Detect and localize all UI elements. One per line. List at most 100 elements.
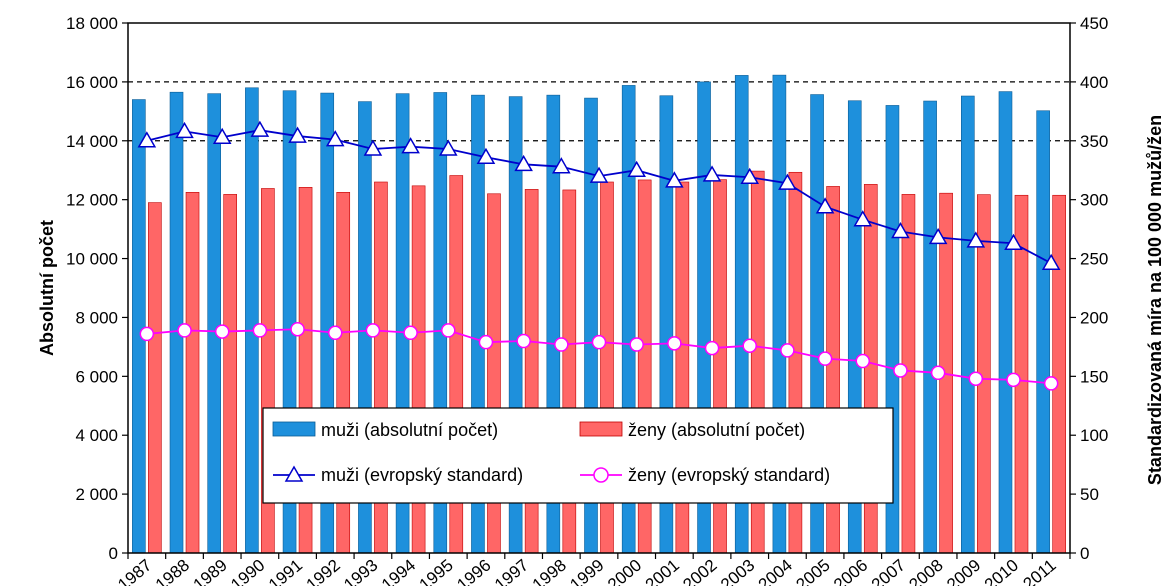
zeny-standard-point (177, 323, 192, 338)
muzi-standard-point (438, 139, 458, 156)
y2-tick-label: 100 (1080, 426, 1108, 445)
y2-tick-label: 200 (1080, 308, 1108, 327)
x-tick-label: 1989 (190, 556, 231, 586)
zeny-standard-point (704, 340, 720, 356)
y2-tick-label: 400 (1080, 73, 1108, 92)
y-axis-right: 0 50 100 150 200 250 300 350 400 450 (1070, 14, 1108, 563)
muzi-standard-point (552, 157, 571, 174)
zeny-standard-point (1043, 376, 1059, 391)
x-tick-label: 2005 (792, 556, 833, 586)
x-tick-label: 1998 (529, 556, 570, 586)
bar-muzi (169, 91, 184, 554)
muzi-standard-point (928, 227, 948, 245)
bar-zeny (223, 194, 237, 554)
x-tick-label: 1996 (453, 556, 494, 586)
x-tick-label: 1999 (566, 556, 607, 586)
y-tick-label: 8 000 (75, 308, 118, 327)
legend-label: muži (evropský standard) (321, 465, 523, 485)
x-tick-label: 2008 (906, 556, 947, 586)
zeny-standard-point (403, 325, 418, 341)
bar-zeny (148, 202, 162, 554)
bar-muzi (207, 93, 221, 554)
muzi-standard-point (966, 231, 986, 248)
y-tick-label: 6 000 (75, 367, 118, 386)
zeny-standard-point (930, 365, 946, 381)
x-tick-label: 2007 (868, 556, 909, 586)
muzi-standard-point (363, 139, 383, 156)
y-tick-label: 0 (109, 544, 118, 563)
zeny-standard-point (290, 321, 305, 337)
legend: muži (absolutní počet) ženy (absolutní po… (262, 407, 894, 504)
muzi-standard-point (325, 130, 345, 147)
x-tick-label: 2000 (604, 556, 645, 586)
x-tick-label: 1987 (114, 556, 155, 586)
zeny-standard-point (441, 323, 456, 338)
y2-tick-label: 450 (1080, 14, 1108, 33)
zeny-standard-point (252, 323, 268, 338)
x-tick-label: 2006 (830, 556, 871, 586)
bar-muzi (998, 91, 1013, 554)
x-tick-label: 1988 (152, 556, 193, 586)
muzi-standard-point (476, 147, 496, 165)
zeny-standard-point (139, 326, 155, 342)
legend-box (262, 407, 894, 504)
y2-tick-label: 250 (1080, 250, 1108, 269)
zeny-standard-point (214, 324, 230, 339)
lines (137, 120, 1061, 391)
legend-swatch (272, 421, 316, 437)
x-tick-label: 2002 (679, 556, 720, 586)
y-axis-title: Absolutní počet (37, 220, 57, 356)
x-tick-label: 1995 (416, 556, 457, 586)
y2-axis-title: Standardizovaná míra na 100 000 mužů/žen (1145, 115, 1165, 485)
y-tick-label: 2 000 (75, 485, 118, 504)
x-tick-label: 2003 (717, 556, 758, 586)
bar-zeny (185, 192, 200, 554)
zeny-standard-point (893, 363, 908, 378)
y-tick-label: 16 000 (66, 73, 118, 92)
muzi-standard-point (665, 171, 684, 188)
bar-muzi (923, 100, 937, 554)
y-tick-label: 4 000 (75, 426, 118, 445)
x-axis: 1987198819891990199119921993199419951996… (114, 553, 1071, 586)
muzi-standard-point (815, 197, 835, 214)
zeny-standard-point (780, 343, 795, 358)
muzi-standard-point (514, 154, 533, 172)
y2-tick-label: 300 (1080, 191, 1108, 210)
y-tick-label: 14 000 (66, 132, 118, 151)
x-tick-label: 2010 (981, 556, 1022, 586)
legend-swatch (579, 421, 623, 437)
x-tick-label: 2001 (642, 556, 683, 586)
muzi-standard-point (740, 167, 760, 185)
y2-tick-label: 0 (1080, 544, 1089, 563)
y-tick-label: 12 000 (66, 191, 118, 210)
zeny-standard-point (591, 334, 607, 350)
x-tick-label: 1993 (340, 556, 381, 586)
zeny-standard-point (1006, 372, 1021, 388)
legend-label: muži (absolutní počet) (321, 420, 498, 440)
y-tick-label: 18 000 (66, 14, 118, 33)
zeny-standard-point (478, 334, 494, 350)
muzi-standard-point (778, 173, 797, 190)
x-tick-label: 2009 (943, 556, 984, 586)
muzi-standard-point (175, 121, 194, 139)
zeny-standard-point (667, 336, 682, 351)
zeny-standard-point (817, 351, 833, 366)
muzi-standard-point (853, 210, 873, 227)
legend-marker (593, 467, 609, 483)
x-tick-label: 1997 (491, 556, 532, 586)
muzi-standard-point (702, 165, 722, 182)
x-tick-label: 1991 (265, 556, 306, 586)
muzi-standard-point (212, 127, 232, 144)
muzi-standard-point (250, 120, 270, 137)
muzi-standard-line (146, 129, 1052, 265)
x-tick-label: 1994 (378, 556, 419, 586)
x-tick-label: 2011 (1020, 556, 1060, 586)
zeny-standard-point (365, 323, 381, 338)
legend-marker (284, 465, 304, 482)
muzi-standard-point (891, 221, 910, 239)
x-tick-label: 2004 (755, 556, 796, 586)
legend-label: ženy (absolutní počet) (628, 420, 805, 440)
muzi-standard-point (589, 166, 609, 183)
muzi-standard-point (288, 126, 307, 143)
